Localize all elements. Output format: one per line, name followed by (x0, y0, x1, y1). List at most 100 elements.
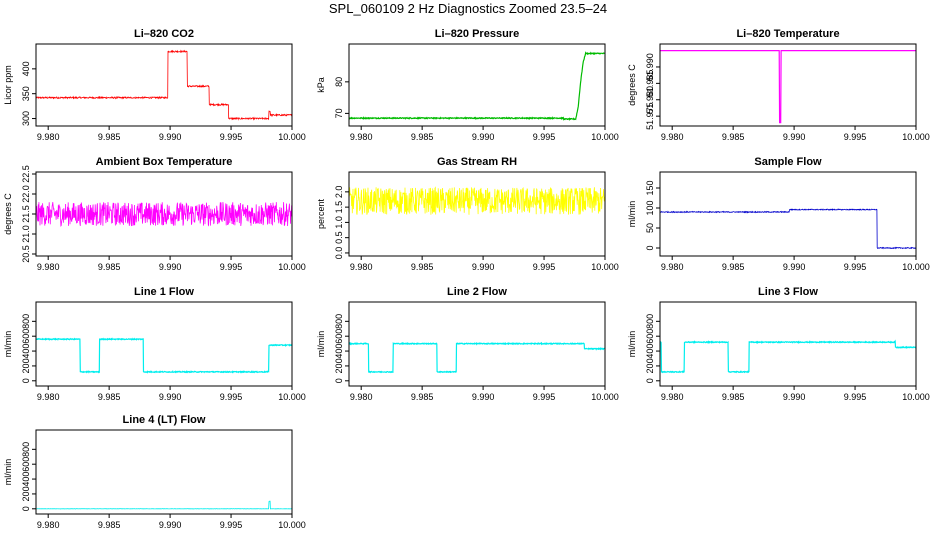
panel-title: Ambient Box Temperature (96, 156, 233, 168)
y-tick-label: 2.0 (334, 186, 344, 199)
plot-frame (35, 301, 293, 387)
x-tick-label: 10.000 (591, 262, 619, 272)
plot-frame (348, 301, 606, 387)
x-tick-label: 9.980 (350, 132, 373, 142)
x-tick-label: 10.000 (278, 520, 306, 530)
y-tick-label: 22.5 (21, 165, 31, 183)
panel-title: Line 3 Flow (758, 286, 818, 298)
y-tick-label: 600 (645, 329, 655, 344)
x-tick-label: 9.985 (722, 392, 745, 402)
plot-frame (659, 171, 917, 257)
page-title: SPL_060109 2 Hz Diagnostics Zoomed 23.5–… (328, 1, 608, 16)
y-axis-label: kPa (316, 77, 326, 93)
y-tick-label: 800 (645, 314, 655, 329)
plot-frame (348, 171, 606, 257)
y-tick-label: 200 (21, 358, 31, 373)
x-tick-label: 9.995 (220, 132, 243, 142)
plot-frame (659, 301, 917, 387)
x-tick-label: 9.985 (98, 520, 121, 530)
y-tick-label: 21.5 (21, 205, 31, 223)
x-tick-label: 9.990 (783, 132, 806, 142)
y-tick-label: 1.5 (334, 201, 344, 214)
x-tick-label: 9.990 (783, 392, 806, 402)
x-tick-label: 9.990 (159, 132, 182, 142)
panel-title: Line 2 Flow (447, 286, 507, 298)
y-tick-label: 51.985 (645, 70, 655, 98)
panel-line3: Line 3 Flow ml/min 9.980 9.985 9.990 9.995 10.… (627, 286, 930, 402)
panel-rh: Gas Stream RH percent 9.980 9.985 9.990 9.995… (316, 156, 619, 272)
x-tick-label: 9.980 (37, 262, 60, 272)
y-tick-label: 400 (334, 344, 344, 359)
y-axis-label: ml/min (3, 459, 13, 486)
y-tick-label: 300 (21, 111, 31, 126)
y-tick-label: 200 (334, 358, 344, 373)
x-tick-label: 9.985 (98, 392, 121, 402)
panel-title: Li–820 Pressure (435, 28, 519, 40)
x-tick-label: 9.980 (37, 520, 60, 530)
x-tick-label: 9.980 (37, 132, 60, 142)
y-tick-label: 600 (21, 457, 31, 472)
y-tick-label: 0.5 (334, 231, 344, 244)
x-tick-label: 9.980 (661, 262, 684, 272)
panel-title: Line 4 (LT) Flow (123, 414, 206, 426)
x-tick-label: 10.000 (902, 132, 930, 142)
x-tick-label: 9.980 (661, 132, 684, 142)
plot-frame (348, 43, 606, 127)
x-tick-label: 9.980 (37, 392, 60, 402)
x-tick-label: 9.990 (783, 262, 806, 272)
y-axis-label: ml/min (3, 331, 13, 358)
data-series-line (348, 51, 606, 121)
y-tick-label: 100 (645, 200, 655, 215)
x-tick-label: 9.990 (472, 392, 495, 402)
x-tick-label: 9.995 (220, 520, 243, 530)
x-tick-label: 9.995 (220, 392, 243, 402)
data-series-line (348, 341, 606, 374)
data-series-line (35, 202, 293, 227)
y-axis-label: degrees C (627, 64, 637, 106)
y-tick-label: 51.980 (645, 86, 655, 114)
y-tick-label: 400 (21, 472, 31, 487)
x-tick-label: 10.000 (278, 392, 306, 402)
x-tick-label: 10.000 (591, 132, 619, 142)
panel-ambient: Ambient Box Temperature degrees C 9.980 9.9… (3, 156, 306, 272)
y-axis-label: percent (316, 198, 326, 229)
y-tick-label: 800 (21, 314, 31, 329)
plot-frame (659, 43, 917, 127)
x-tick-label: 10.000 (591, 392, 619, 402)
y-tick-label: 200 (645, 358, 655, 373)
y-axis-label: Licor ppm (3, 65, 13, 105)
x-tick-label: 9.990 (159, 520, 182, 530)
x-tick-label: 9.985 (98, 262, 121, 272)
y-tick-label: 800 (21, 442, 31, 457)
x-tick-label: 9.995 (533, 392, 556, 402)
y-tick-label: 70 (334, 108, 344, 118)
x-tick-label: 10.000 (902, 262, 930, 272)
x-tick-label: 9.980 (350, 392, 373, 402)
y-axis-label: degrees C (3, 193, 13, 235)
y-tick-label: 50 (645, 223, 655, 233)
x-tick-label: 9.995 (533, 262, 556, 272)
x-tick-label: 9.980 (350, 262, 373, 272)
panel-line2: Line 2 Flow ml/min 9.980 9.985 9.990 9.995 10.… (316, 286, 619, 402)
x-tick-label: 10.000 (902, 392, 930, 402)
panel-title: Line 1 Flow (134, 286, 194, 298)
y-tick-label: 400 (21, 61, 31, 76)
y-tick-label: 600 (21, 329, 31, 344)
x-tick-label: 9.985 (722, 262, 745, 272)
y-tick-label: 150 (645, 180, 655, 195)
panel-line1: Line 1 Flow ml/min 9.980 9.985 9.990 9.995 10.… (3, 286, 306, 402)
y-tick-label: 0 (21, 378, 31, 383)
data-series-line (35, 500, 292, 510)
x-tick-label: 9.990 (159, 392, 182, 402)
y-tick-label: 0.0 (334, 247, 344, 260)
y-tick-label: 0 (645, 378, 655, 383)
data-series-line (659, 339, 917, 374)
panel-sample: Sample Flow ml/min 9.980 9.985 9.990 9.995 10.… (627, 156, 930, 272)
y-tick-label: 22.0 (21, 185, 31, 203)
plot-frame (35, 429, 293, 515)
x-tick-label: 9.980 (661, 392, 684, 402)
y-tick-label: 1.0 (334, 216, 344, 229)
panel-co2: Li–820 CO2 Licor ppm 9.980 9.985 9.990 9.995 1… (3, 28, 306, 142)
panel-title: Li–820 Temperature (736, 28, 839, 40)
